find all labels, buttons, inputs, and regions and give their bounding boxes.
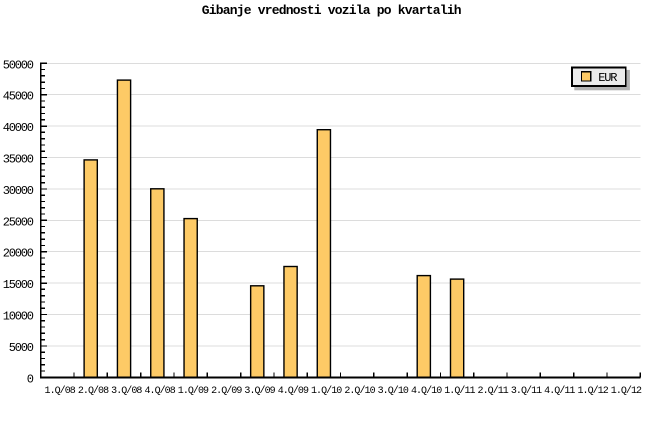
svg-text:2.Q/08: 2.Q/08 [78,385,109,397]
svg-text:40000: 40000 [3,121,34,135]
svg-text:2.Q/09: 2.Q/09 [211,385,242,397]
svg-text:3.Q/09: 3.Q/09 [244,385,275,397]
svg-text:15000: 15000 [3,278,34,292]
svg-text:4.Q/09: 4.Q/09 [278,385,309,397]
svg-text:3.Q/11: 3.Q/11 [511,385,542,397]
svg-text:5000: 5000 [9,341,34,355]
svg-text:10000: 10000 [3,310,34,324]
svg-text:1.Q/08: 1.Q/08 [45,385,76,397]
svg-text:30000: 30000 [3,184,34,198]
svg-text:2.Q/11: 2.Q/11 [478,385,509,397]
svg-text:3.Q/08: 3.Q/08 [111,385,142,397]
svg-text:45000: 45000 [3,90,34,104]
svg-text:0: 0 [27,372,34,386]
svg-text:1.Q/10: 1.Q/10 [311,385,342,397]
svg-text:EUR: EUR [598,71,617,85]
svg-text:20000: 20000 [3,247,34,261]
svg-text:1.Q/11: 1.Q/11 [444,385,475,397]
svg-text:1.Q/12: 1.Q/12 [611,385,642,397]
svg-text:35000: 35000 [3,153,34,167]
svg-text:4.Q/11: 4.Q/11 [544,385,575,397]
svg-text:4.Q/10: 4.Q/10 [411,385,442,397]
svg-text:4.Q/08: 4.Q/08 [144,385,175,397]
svg-text:50000: 50000 [3,58,34,72]
svg-text:2.Q/10: 2.Q/10 [344,385,375,397]
svg-text:1.Q/12: 1.Q/12 [577,385,608,397]
svg-text:1.Q/09: 1.Q/09 [178,385,209,397]
svg-text:25000: 25000 [3,215,34,229]
svg-text:Gibanje vrednosti vozila po kv: Gibanje vrednosti vozila po kvartalih [202,3,462,18]
svg-text:3.Q/10: 3.Q/10 [378,385,409,397]
